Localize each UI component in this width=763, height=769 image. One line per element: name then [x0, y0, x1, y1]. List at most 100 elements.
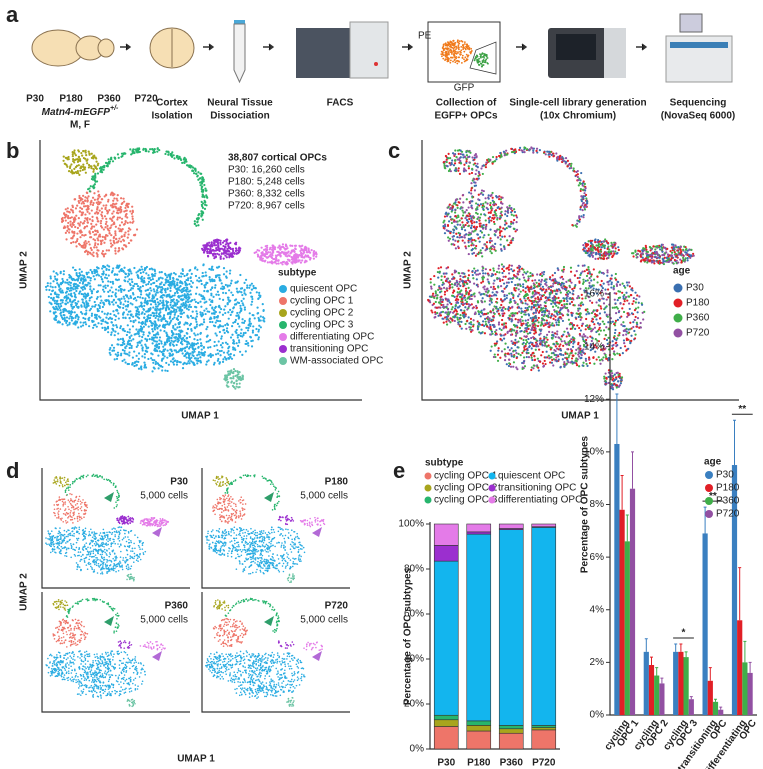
umap-dot — [214, 310, 217, 314]
umap-dot — [178, 333, 181, 336]
umap-dot — [526, 332, 530, 335]
umap-dot — [569, 327, 572, 330]
umap-dot — [107, 249, 111, 252]
umap-dot — [441, 283, 444, 286]
umap-dot — [82, 194, 85, 197]
umap-dot — [237, 386, 240, 389]
umap-dot — [201, 311, 204, 315]
umap-dot — [223, 308, 226, 311]
umap-dot — [245, 326, 248, 329]
umap-dot — [104, 273, 108, 276]
umap-dot — [224, 341, 228, 344]
umap-dot — [569, 270, 573, 273]
umap-dot — [116, 351, 120, 354]
umap-dot — [219, 320, 222, 323]
umap-dot — [277, 262, 280, 265]
umap-dot — [226, 247, 229, 251]
umap-dot — [92, 201, 95, 205]
umap-dot — [204, 286, 207, 289]
umap-dot — [67, 214, 70, 218]
umap-dot — [536, 273, 539, 276]
umap-dot — [560, 313, 563, 316]
umap-dot — [577, 295, 580, 298]
umap-dot — [67, 297, 70, 300]
flow-dot — [459, 53, 462, 56]
flow-dot — [483, 56, 486, 59]
umap-dot — [93, 305, 96, 308]
umap-dot — [180, 303, 183, 306]
umap-dot — [250, 345, 254, 348]
umap-dot — [190, 327, 193, 331]
umap-dot — [77, 200, 80, 203]
umap-dot — [218, 311, 221, 314]
umap-dot — [99, 284, 102, 287]
umap-dot — [85, 225, 89, 228]
umap-dot — [558, 309, 561, 312]
umap-dot — [87, 281, 90, 284]
umap-dot — [534, 324, 537, 327]
umap-dot — [593, 362, 596, 365]
umap-dot — [63, 317, 66, 320]
umap-dot — [481, 278, 484, 281]
umap-dot — [488, 317, 491, 320]
umap-dot — [84, 199, 87, 202]
umap-dot — [211, 265, 214, 268]
umap-dot — [497, 267, 500, 270]
umap-dot — [161, 353, 165, 357]
umap-dot — [151, 370, 154, 373]
flow-dot — [455, 45, 457, 48]
umap-dot — [202, 244, 205, 247]
flow-dot — [455, 60, 458, 62]
umap-dot — [225, 270, 228, 273]
umap-dot — [161, 369, 164, 372]
umap-dot — [170, 306, 173, 309]
umap-dot — [139, 277, 143, 280]
flow-dot — [463, 43, 466, 45]
umap-dot — [201, 271, 204, 275]
umap-dot — [61, 291, 65, 294]
flow-dot — [461, 54, 464, 57]
umap-dot — [75, 278, 78, 281]
umap-dot — [72, 241, 75, 244]
umap-dot — [105, 249, 108, 252]
umap-dot — [281, 243, 285, 246]
umap-dot — [116, 218, 119, 221]
flow-dot — [473, 59, 476, 62]
umap-dot — [61, 277, 64, 281]
umap-dot — [58, 289, 61, 292]
umap-dot — [205, 307, 208, 310]
umap-dot — [202, 178, 205, 181]
umap-dot — [534, 303, 537, 307]
umap-dot — [123, 234, 126, 238]
umap-dot — [82, 205, 86, 208]
umap-dot — [205, 360, 209, 363]
umap-dot — [138, 288, 141, 292]
umap-dot — [129, 239, 132, 242]
umap-dot — [84, 245, 87, 248]
tube-icon — [234, 20, 245, 24]
umap-dot — [233, 354, 236, 357]
umap-dot — [137, 367, 141, 370]
umap-dot — [128, 331, 131, 334]
umap-dot — [195, 310, 198, 313]
umap-dot — [519, 320, 522, 323]
umap-dot — [219, 257, 222, 260]
umap-dot — [203, 298, 206, 301]
umap-dot — [516, 272, 519, 275]
umap-dot — [87, 163, 91, 167]
umap-dot — [590, 279, 593, 282]
umap-dot — [531, 274, 534, 277]
umap-dot — [236, 251, 239, 255]
umap-dot — [477, 325, 480, 328]
umap-dot — [210, 241, 213, 244]
umap-dot — [219, 344, 223, 347]
flow-dot — [450, 42, 453, 44]
umap-dot — [187, 352, 190, 355]
umap-dot — [121, 328, 124, 331]
umap-dot — [162, 315, 165, 319]
umap-dot — [53, 317, 56, 321]
umap-dot — [165, 334, 168, 338]
umap-dot — [54, 277, 57, 281]
umap-dot — [612, 343, 615, 347]
umap-dot — [229, 282, 233, 285]
